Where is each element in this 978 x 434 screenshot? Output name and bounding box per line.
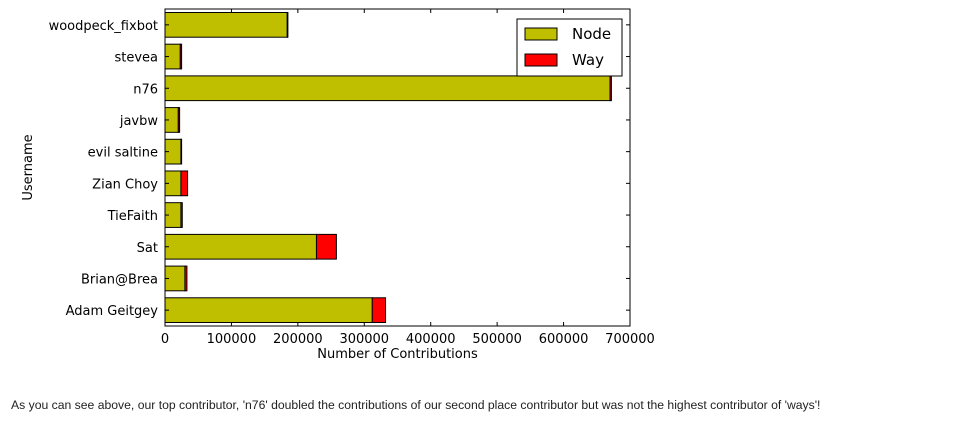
x-tick-label: 100000	[207, 332, 257, 347]
legend-label-way: Way	[572, 51, 604, 69]
legend: Node Way	[516, 18, 623, 77]
bar-way-3	[180, 202, 183, 228]
legend-swatch-way	[524, 53, 558, 67]
ticks-group: Adam Geitgey Brian@Brea Sat TieFaith Zian Ch…	[49, 9, 655, 347]
bar-node-0	[164, 297, 373, 324]
x-tick-label: 0	[161, 332, 169, 347]
bar-way-2	[315, 233, 337, 260]
bar-way-6	[177, 107, 181, 133]
caption-text: As you can see above, our top contributo…	[11, 398, 821, 412]
plot-frame	[164, 8, 631, 327]
bar-way-0	[371, 297, 387, 324]
legend-swatch-node	[524, 27, 558, 41]
y-tick-label: TieFaith	[107, 209, 158, 224]
x-tick-label: 300000	[339, 332, 389, 347]
bar-node-9	[164, 11, 288, 38]
bar-way-8	[179, 43, 183, 70]
bar-node-2	[164, 233, 317, 260]
y-tick-label: n76	[133, 82, 158, 97]
bar-way-1	[184, 265, 188, 292]
x-tick-label: 200000	[273, 332, 323, 347]
bar-way-7	[609, 75, 612, 102]
bar-way-5	[180, 138, 183, 165]
y-tick-label: stevea	[114, 51, 158, 66]
y-tick-label: Adam Geitgey	[66, 304, 159, 319]
bar-way-9	[286, 11, 289, 38]
x-tick-label: 600000	[539, 332, 589, 347]
x-tick-label: 400000	[406, 332, 456, 347]
y-tick-label: evil saltine	[88, 146, 158, 161]
bar-way-4	[180, 170, 189, 197]
x-tick-label: 500000	[472, 332, 522, 347]
y-tick-label: Zian Choy	[92, 177, 158, 192]
bars-group	[164, 11, 612, 324]
y-tick-label: Sat	[137, 241, 158, 256]
y-tick-label: woodpeck_fixbot	[49, 19, 158, 34]
x-tick-label: 700000	[605, 332, 655, 347]
y-tick-label: Brian@Brea	[81, 272, 158, 287]
bar-node-7	[164, 75, 611, 102]
x-axis-label: Number of Contributions	[317, 347, 478, 362]
y-axis-label: Username	[21, 134, 36, 200]
legend-label-node: Node	[572, 25, 611, 43]
y-tick-label: javbw	[119, 114, 159, 129]
